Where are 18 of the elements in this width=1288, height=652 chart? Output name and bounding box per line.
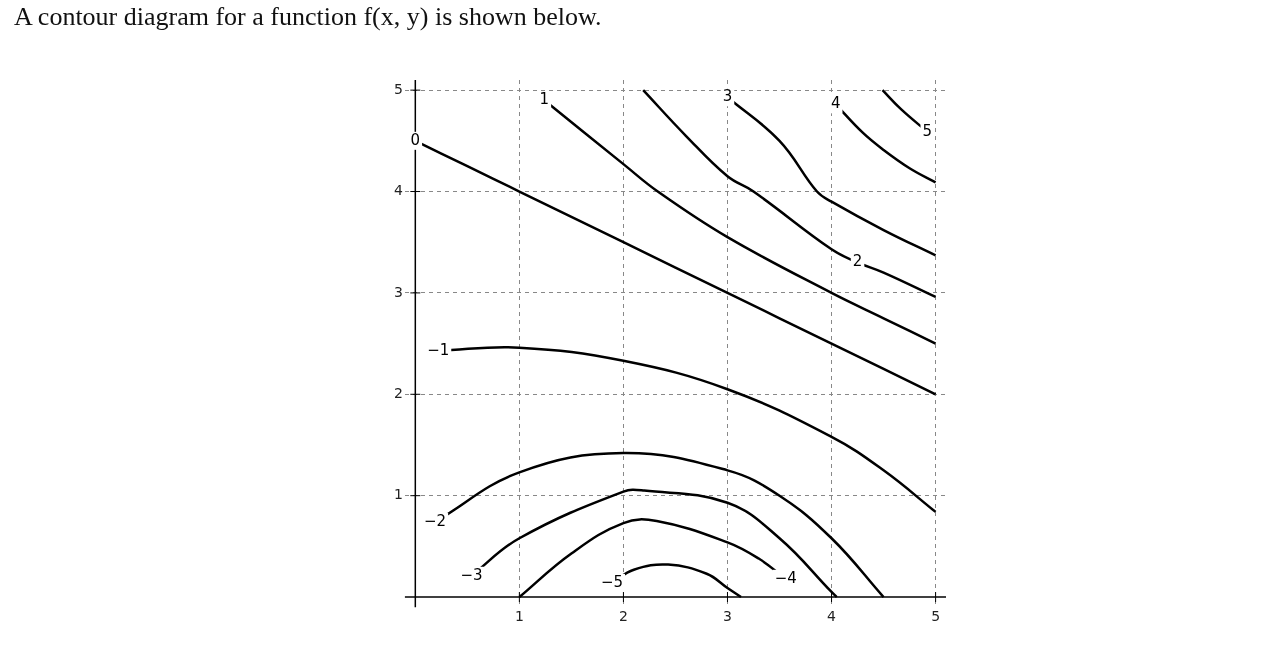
x-tick-label: 5 (931, 608, 941, 625)
y-tick-label: 4 (393, 182, 403, 199)
x-tick-label: 3 (723, 608, 732, 625)
annotation: 3 (722, 87, 733, 106)
annotation: 4 (830, 94, 841, 113)
x-tick-label: 4 (827, 608, 837, 625)
annotation: 5 (922, 121, 933, 140)
x-tick-label: 1 (514, 608, 524, 625)
annotation: 0 (410, 130, 421, 149)
y-tick-label: 1 (393, 486, 403, 503)
chart-title: A contour diagram for a function f(x, y) is shown below. (14, 2, 602, 32)
annotation: 1 (539, 90, 550, 109)
y-tick-label: 3 (393, 283, 403, 300)
y-tick-label: 5 (393, 80, 403, 97)
annotation: 2 (852, 252, 863, 271)
y-tick-label: 2 (393, 384, 403, 401)
line-series (641, 88, 937, 299)
x-tick-label: 2 (618, 608, 628, 625)
